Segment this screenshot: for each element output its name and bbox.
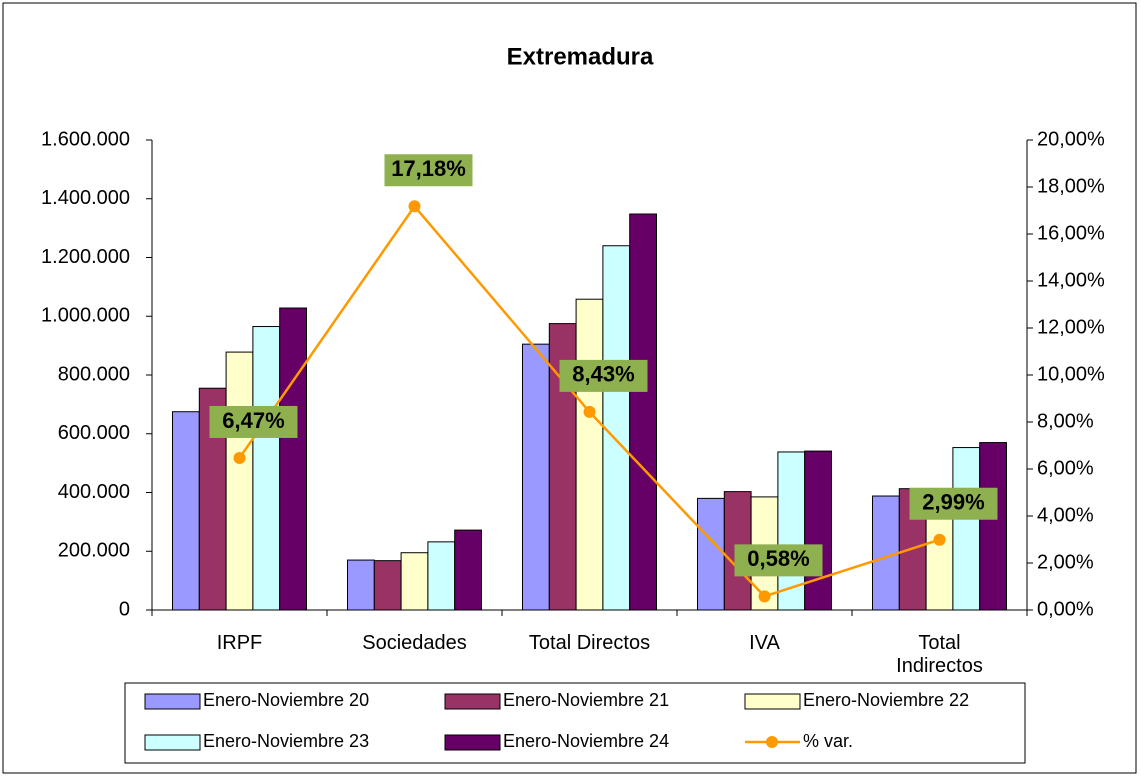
data-label-box xyxy=(209,405,298,438)
line-point xyxy=(758,590,771,603)
legend-label: Enero-Noviembre 23 xyxy=(203,731,369,751)
bar xyxy=(979,442,1008,611)
data-label-box xyxy=(734,544,823,577)
bar xyxy=(777,451,806,611)
y2-tick-label: 18,00% xyxy=(1037,175,1105,197)
y-tick-label: 800.000 xyxy=(58,363,130,385)
bar xyxy=(804,450,833,611)
bar xyxy=(522,343,550,611)
bar xyxy=(347,559,375,611)
bar xyxy=(373,560,402,611)
y-tick-label: 400.000 xyxy=(58,481,130,503)
bar xyxy=(454,529,483,611)
data-label: 17,18% xyxy=(391,156,466,181)
y-tick-label: 1.000.000 xyxy=(41,305,130,327)
legend-swatch xyxy=(444,693,501,710)
bar xyxy=(629,213,658,611)
legend-label: Enero-Noviembre 20 xyxy=(203,690,369,710)
bar xyxy=(602,245,631,611)
bar xyxy=(400,552,429,611)
bar xyxy=(279,307,308,611)
data-label: 6,47% xyxy=(222,408,284,433)
bar xyxy=(172,411,200,611)
data-label: 2,99% xyxy=(922,490,984,515)
y2-tick-label: 20,00% xyxy=(1037,128,1105,150)
x-tick-label: Total Directos xyxy=(528,632,651,654)
y2-tick-label: 12,00% xyxy=(1037,316,1105,338)
bar xyxy=(225,351,254,611)
data-label: 8,43% xyxy=(572,362,634,387)
legend-label: % var. xyxy=(803,731,853,751)
legend-swatch xyxy=(444,734,501,751)
bar xyxy=(952,447,981,611)
y-tick-label: 0 xyxy=(119,598,130,620)
legend-swatch xyxy=(744,693,801,710)
data-label-box xyxy=(559,359,648,392)
x-tick-label: IRPF xyxy=(216,632,263,654)
legend-label: Enero-Noviembre 21 xyxy=(503,690,669,710)
y2-tick-label: 8,00% xyxy=(1037,410,1094,432)
y2-tick-label: 2,00% xyxy=(1037,551,1094,573)
line-point xyxy=(583,405,596,418)
bar xyxy=(427,541,456,611)
legend-box xyxy=(124,682,1026,764)
y-tick-label: 1.200.000 xyxy=(41,246,130,268)
bar xyxy=(575,298,604,611)
data-label: 0,58% xyxy=(747,546,809,571)
line-point xyxy=(933,533,946,546)
line-point xyxy=(408,200,421,213)
y2-tick-label: 4,00% xyxy=(1037,504,1094,526)
y2-tick-label: 6,00% xyxy=(1037,457,1094,479)
line-point xyxy=(233,451,246,464)
y-tick-label: 1.600.000 xyxy=(41,128,130,150)
y-tick-label: 1.400.000 xyxy=(41,187,130,209)
legend-label: Enero-Noviembre 24 xyxy=(503,731,669,751)
y2-tick-label: 14,00% xyxy=(1037,269,1105,291)
legend-swatch xyxy=(144,734,201,751)
bar xyxy=(697,497,725,611)
data-label-box xyxy=(909,487,998,520)
legend-swatch xyxy=(144,693,201,710)
x-tick-label: IVA xyxy=(749,632,780,654)
y2-tick-label: 16,00% xyxy=(1037,222,1105,244)
y2-tick-label: 10,00% xyxy=(1037,363,1105,385)
data-label-box xyxy=(384,154,473,187)
legend-label: Enero-Noviembre 22 xyxy=(803,690,969,710)
y2-tick-label: 0,00% xyxy=(1037,598,1094,620)
y-tick-label: 600.000 xyxy=(58,422,130,444)
y-tick-label: 200.000 xyxy=(58,540,130,562)
legend-marker xyxy=(766,736,778,748)
x-tick-label: Total Indirectos xyxy=(896,632,983,677)
x-tick-label: Sociedades xyxy=(362,632,467,654)
bar xyxy=(252,326,281,611)
chart-title: Extremadura xyxy=(507,43,654,70)
